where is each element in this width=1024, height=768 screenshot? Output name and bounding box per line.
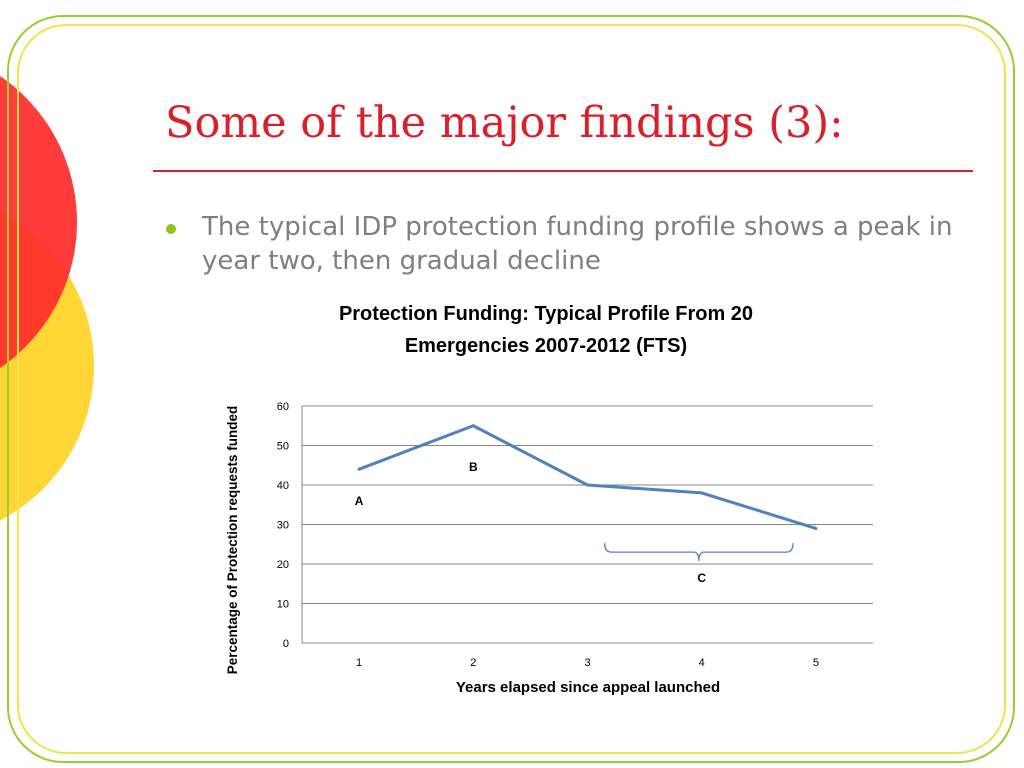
x-tick-label: 4: [699, 657, 705, 669]
annotation-label: C: [697, 571, 706, 585]
data-point: [586, 483, 589, 487]
x-tick-label: 3: [584, 657, 590, 669]
data-point: [357, 467, 361, 471]
bullet-text: The typical IDP protection funding profi…: [202, 212, 953, 276]
chart-title: Protection Funding: Typical Profile From…: [296, 298, 796, 362]
x-tick-label: 1: [356, 657, 362, 669]
y-tick-label: 60: [277, 401, 289, 413]
slide-frame-inner: [17, 24, 1006, 754]
axis-layer: 0 10 20 30 40 50 60 1 2 3 4 5: [277, 401, 819, 669]
bullet-dot: [166, 224, 176, 234]
y-tick-label: 10: [277, 599, 289, 611]
data-point: [814, 526, 818, 530]
y-axis-title: Percentage of Protection requests funded: [225, 406, 240, 675]
y-tick-label: 20: [277, 559, 289, 571]
annotation-label: B: [469, 460, 478, 474]
title-underline: [153, 170, 973, 172]
series-line: [358, 424, 817, 530]
grid-layer: [302, 405, 873, 644]
chart-title-line-2: Emergencies 2007-2012 (FTS): [404, 335, 688, 357]
data-point: [471, 424, 475, 428]
x-tick-label: 2: [470, 657, 476, 669]
slide-frame-outer: [7, 15, 1015, 763]
slide-title: Some of the major findings (3):: [165, 98, 844, 148]
y-tick-label: 40: [277, 480, 289, 492]
y-tick-label: 50: [277, 441, 289, 453]
data-point: [700, 491, 704, 495]
y-tick-label: 0: [283, 638, 289, 650]
chart-title-line-1: Protection Funding: Typical Profile From…: [338, 303, 754, 325]
x-axis-title: Years elapsed since appeal launched: [456, 679, 720, 696]
y-tick-label: 30: [277, 520, 289, 532]
bracket-annotation: [603, 543, 794, 562]
x-tick-label: 5: [813, 657, 819, 669]
series-layer: [357, 424, 818, 530]
decorative-red-circle: [0, 76, 77, 368]
annotation-layer: A B C: [355, 460, 794, 585]
annotation-label: A: [355, 494, 364, 508]
